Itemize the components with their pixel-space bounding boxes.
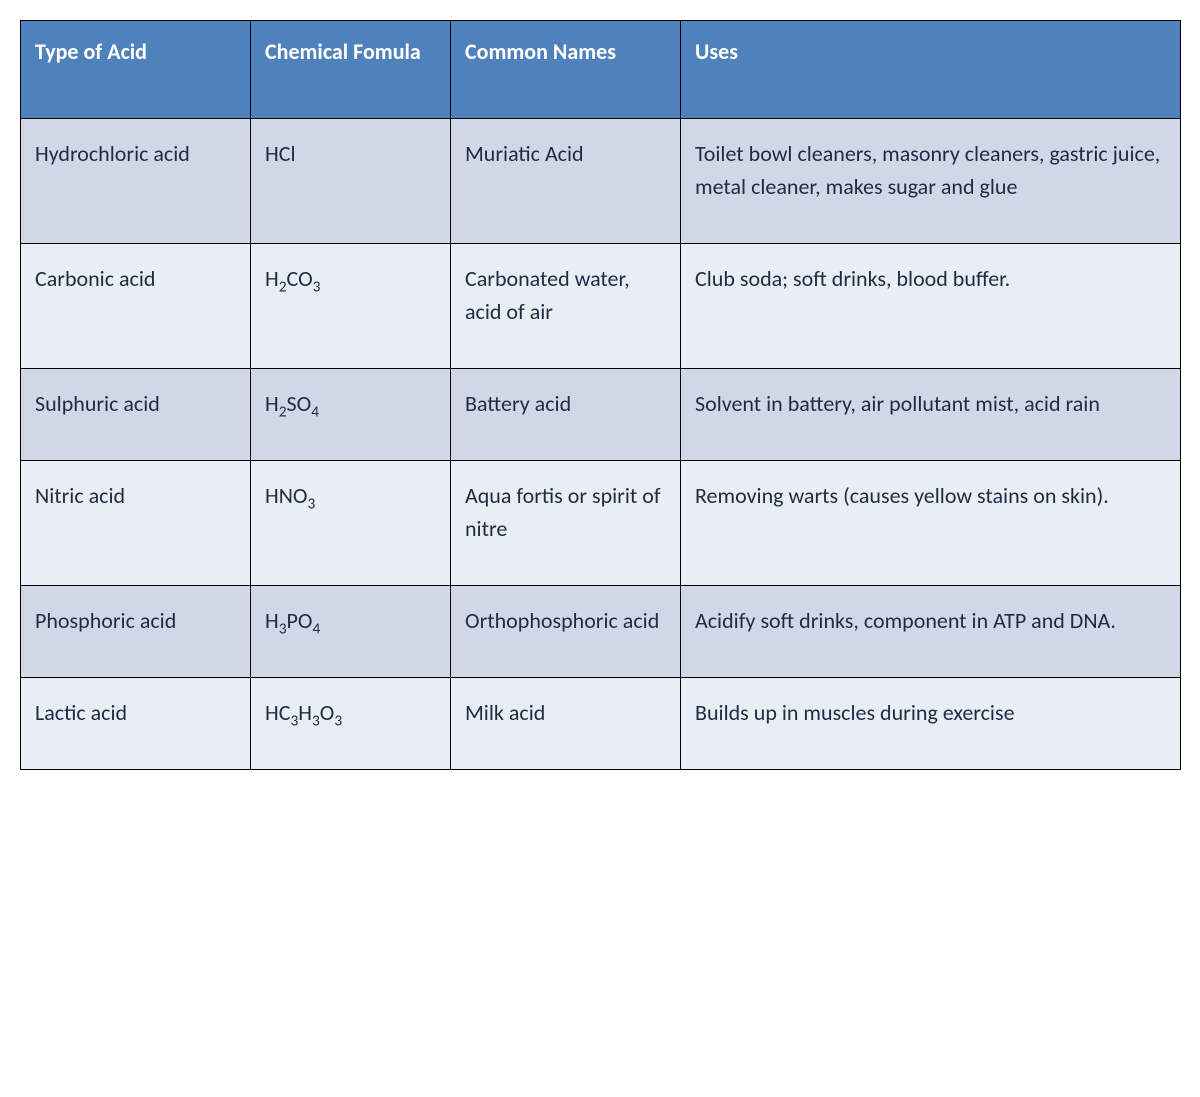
cell-formula: HC3H3O3 [251, 678, 451, 770]
col-header-common: Common Names [451, 21, 681, 119]
cell-uses: Toilet bowl cleaners, masonry cleaners, … [681, 119, 1181, 244]
table-row: Carbonic acidH2CO3Carbonated water, acid… [21, 244, 1181, 369]
cell-formula: H2SO4 [251, 369, 451, 461]
cell-formula: HCl [251, 119, 451, 244]
col-header-type: Type of Acid [21, 21, 251, 119]
table-header-row: Type of Acid Chemical Fomula Common Name… [21, 21, 1181, 119]
cell-type: Lactic acid [21, 678, 251, 770]
cell-common: Battery acid [451, 369, 681, 461]
cell-formula: HNO3 [251, 461, 451, 586]
table-row: Hydrochloric acidHClMuriatic AcidToilet … [21, 119, 1181, 244]
table-row: Sulphuric acidH2SO4Battery acidSolvent i… [21, 369, 1181, 461]
cell-type: Hydrochloric acid [21, 119, 251, 244]
cell-type: Sulphuric acid [21, 369, 251, 461]
cell-type: Nitric acid [21, 461, 251, 586]
cell-type: Carbonic acid [21, 244, 251, 369]
table-row: Phosphoric acidH3PO4Orthophosphoric acid… [21, 586, 1181, 678]
cell-common: Milk acid [451, 678, 681, 770]
cell-uses: Removing warts (causes yellow stains on … [681, 461, 1181, 586]
table-row: Lactic acidHC3H3O3Milk acidBuilds up in … [21, 678, 1181, 770]
cell-uses: Solvent in battery, air pollutant mist, … [681, 369, 1181, 461]
cell-uses: Acidify soft drinks, component in ATP an… [681, 586, 1181, 678]
cell-formula: H2CO3 [251, 244, 451, 369]
col-header-uses: Uses [681, 21, 1181, 119]
cell-uses: Club soda; soft drinks, blood buffer. [681, 244, 1181, 369]
col-header-formula: Chemical Fomula [251, 21, 451, 119]
cell-common: Orthophosphoric acid [451, 586, 681, 678]
cell-common: Muriatic Acid [451, 119, 681, 244]
acids-table: Type of Acid Chemical Fomula Common Name… [20, 20, 1181, 770]
cell-uses: Builds up in muscles during exercise [681, 678, 1181, 770]
cell-common: Aqua fortis or spirit of nitre [451, 461, 681, 586]
table-row: Nitric acidHNO3Aqua fortis or spirit of … [21, 461, 1181, 586]
cell-formula: H3PO4 [251, 586, 451, 678]
table-body: Hydrochloric acidHClMuriatic AcidToilet … [21, 119, 1181, 770]
cell-type: Phosphoric acid [21, 586, 251, 678]
cell-common: Carbonated water, acid of air [451, 244, 681, 369]
